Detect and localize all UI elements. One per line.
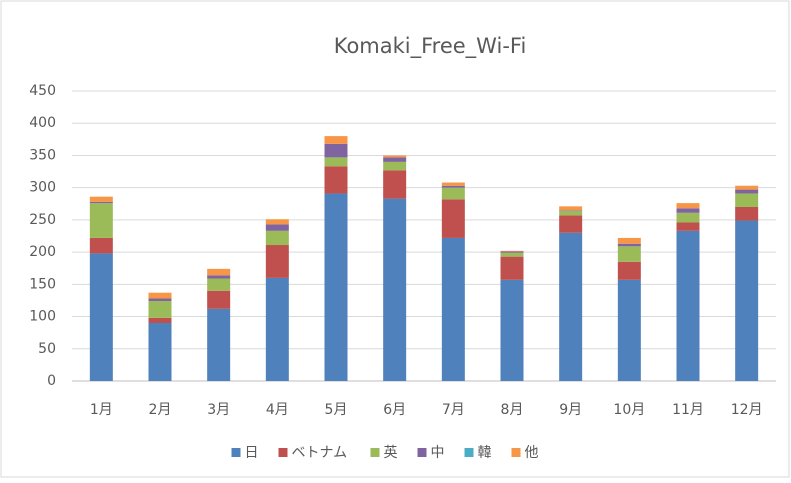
bar-segment [441, 182, 465, 186]
legend-swatch [417, 448, 427, 457]
y-tick-label: 200 [29, 244, 56, 260]
legend-label: ベトナム [292, 445, 348, 461]
bar-segment [676, 230, 700, 381]
bar-segment [500, 279, 524, 381]
bar-segment [500, 252, 524, 257]
bar-segment [617, 237, 641, 244]
bar-segment [383, 155, 407, 158]
bar-segment [735, 207, 759, 221]
bar-segment [500, 256, 524, 280]
bar-segment [676, 212, 700, 223]
x-tick-label: 2月 [149, 402, 172, 418]
chart-title: Komaki_Free_Wi-Fi [334, 34, 527, 59]
bar-segment [735, 220, 759, 381]
bar-segment [500, 251, 524, 253]
legend-swatch [511, 448, 521, 457]
bar-segment [265, 245, 289, 278]
bar-segment [148, 301, 172, 318]
bar-segment [207, 290, 231, 309]
bar-segment [441, 187, 465, 200]
x-tick-label: 4月 [266, 402, 289, 418]
bar-segment [89, 237, 113, 254]
bar-segment [559, 232, 583, 381]
bar-segment [735, 189, 759, 194]
bar-segment [559, 210, 583, 211]
x-tick-label: 6月 [383, 402, 406, 418]
bar-segment [265, 219, 289, 225]
x-tick-label: 12月 [731, 402, 763, 418]
x-tick-label: 3月 [207, 402, 230, 418]
bar-segment [324, 143, 348, 158]
legend-label: 日 [245, 445, 259, 461]
x-tick-label: 1月 [90, 402, 113, 418]
y-tick-label: 250 [29, 212, 56, 228]
x-tick-label: 5月 [325, 402, 348, 418]
x-tick-label: 10月 [613, 402, 645, 418]
bar-segment [148, 323, 172, 381]
bar-segment [148, 298, 172, 302]
y-tick-label: 400 [29, 115, 56, 131]
bar-segment [559, 206, 583, 211]
bar-segment [676, 203, 700, 209]
bar-segment [441, 185, 465, 188]
bar-segment [148, 292, 172, 299]
bar-segment [207, 278, 231, 291]
y-tick-label: 0 [47, 373, 56, 389]
bar-segment [89, 201, 113, 204]
legend-swatch [278, 448, 288, 457]
bar-segment [735, 185, 759, 190]
bar-segment [89, 253, 113, 381]
bar-segment [617, 243, 641, 247]
bar-segment [441, 237, 465, 381]
legend-swatch [370, 448, 380, 457]
bar-segment [265, 277, 289, 381]
legend-label: 他 [525, 445, 539, 461]
x-tick-label: 7月 [442, 402, 465, 418]
bar-segment [324, 166, 348, 194]
bar-segment [735, 193, 759, 207]
bar-segment [89, 196, 113, 202]
bar-segment [148, 317, 172, 323]
bar-segment [265, 230, 289, 246]
y-tick-label: 350 [29, 147, 56, 163]
bar-segment [383, 161, 407, 171]
y-tick-label: 100 [29, 309, 56, 325]
bar-segment [383, 198, 407, 381]
bar-segment [383, 157, 407, 162]
y-tick-label: 300 [29, 180, 56, 196]
bar-segment [265, 224, 289, 231]
bar-segment [559, 215, 583, 233]
bar-segment [207, 308, 231, 381]
bar-segment [676, 222, 700, 231]
bar-segment [617, 261, 641, 280]
bar-segment [207, 275, 231, 279]
bar-segment [89, 203, 113, 238]
x-tick-label: 8月 [501, 402, 524, 418]
bar-segment [500, 250, 524, 252]
bar-segment [617, 279, 641, 381]
y-tick-label: 150 [29, 276, 56, 292]
legend-label: 韓 [478, 445, 492, 461]
bar-segment [676, 208, 700, 213]
legend-swatch [231, 448, 241, 457]
legend-label: 中 [431, 445, 445, 461]
bar-segment [383, 170, 407, 199]
bar-segment [324, 157, 348, 167]
x-tick-label: 9月 [559, 402, 582, 418]
bar-segment [617, 246, 641, 262]
bar-segment [207, 268, 231, 276]
bar-segment [559, 210, 583, 216]
bar-segment [441, 199, 465, 238]
bar-segment [324, 193, 348, 381]
legend-label: 英 [384, 444, 398, 461]
legend-swatch [464, 448, 474, 457]
x-tick-label: 11月 [672, 402, 704, 418]
bar-segment [324, 136, 348, 144]
y-tick-label: 50 [38, 341, 56, 357]
y-tick-label: 450 [29, 83, 56, 99]
